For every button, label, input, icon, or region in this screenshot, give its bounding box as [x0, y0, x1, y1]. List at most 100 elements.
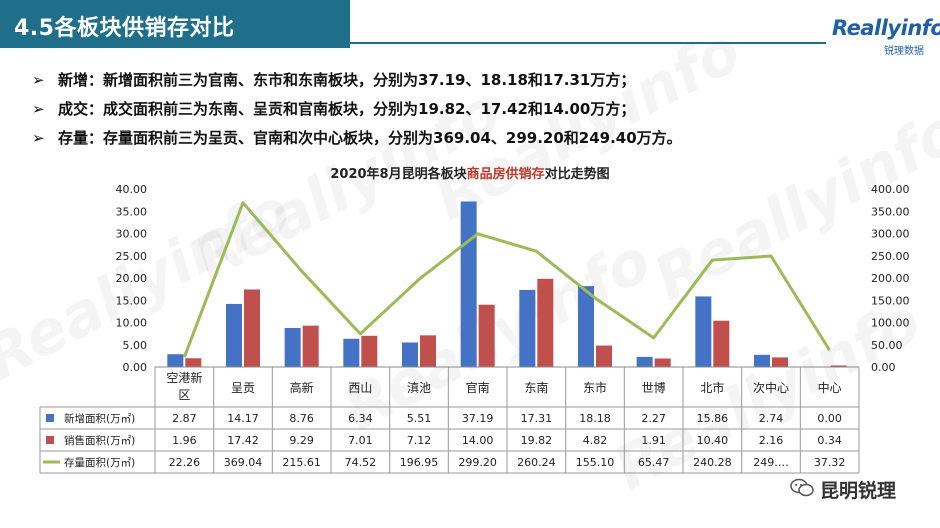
- legend-label: 新增面积(万㎡): [64, 412, 135, 425]
- logo-sub: 锐理数据: [884, 46, 924, 57]
- data-label: 2.16: [759, 434, 784, 447]
- x-tick-label: 呈贡: [231, 381, 255, 395]
- bar: [772, 357, 788, 367]
- y-right-tick-label: 100.00: [871, 317, 910, 330]
- chart-title-pre: 2020年8月昆明各板块: [330, 167, 467, 182]
- bar: [754, 354, 770, 367]
- bullet-stock: ➢ 存量：存量面积前三为呈贡、官南和次中心板块，分别为369.04、299.20和…: [32, 124, 912, 153]
- data-label: 5.51: [407, 412, 432, 425]
- stock-line: [182, 201, 831, 358]
- bar: [596, 345, 612, 367]
- y-left-tick-label: 0.00: [123, 361, 148, 374]
- data-label: 18.18: [579, 412, 611, 425]
- data-label: 15.86: [697, 412, 729, 425]
- header-divider: [0, 42, 826, 44]
- data-label: 6.34: [348, 412, 373, 425]
- data-label: 2.27: [641, 412, 666, 425]
- bar: [361, 335, 378, 367]
- y-right-tick-label: 50.00: [871, 339, 903, 352]
- data-label: 37.32: [814, 456, 846, 469]
- data-label: 8.76: [289, 412, 314, 425]
- x-tick-label: 世博: [642, 380, 666, 395]
- bar: [578, 286, 594, 367]
- data-label: 1.96: [172, 434, 197, 447]
- bullet-text: 存量：存量面积前三为呈贡、官南和次中心板块，分别为369.04、299.20和2…: [58, 129, 682, 147]
- y-right-tick-label: 300.00: [871, 228, 910, 241]
- legend-swatch: [46, 436, 54, 444]
- x-tick-label: 东市: [583, 380, 607, 395]
- wechat-icon: [790, 478, 814, 497]
- legend-swatch: [46, 414, 54, 422]
- bar: [302, 325, 319, 367]
- logo-name: Reallyinfo: [832, 16, 940, 40]
- data-label: 65.47: [638, 456, 670, 469]
- bar: [420, 335, 436, 367]
- data-label: 2.74: [759, 412, 784, 425]
- y-left-tick-label: 35.00: [116, 205, 148, 218]
- y-left-tick-label: 10.00: [116, 317, 148, 330]
- page-title: 4.5各板块供销存对比: [14, 16, 235, 41]
- arrow-icon: ➢: [32, 71, 45, 89]
- data-label: 19.82: [521, 434, 553, 447]
- data-label: 0.00: [817, 412, 842, 425]
- x-tick-label: 区: [178, 388, 190, 402]
- y-left-tick-label: 30.00: [116, 228, 148, 241]
- x-tick-label: 滇池: [407, 381, 431, 395]
- data-label: 14.17: [227, 412, 259, 425]
- bar: [830, 365, 847, 367]
- y-left-tick-label: 15.00: [116, 294, 148, 307]
- chart-title-post: 对比走势图: [544, 167, 610, 182]
- x-tick-label: 官南: [466, 380, 490, 395]
- bullet-text: 成交：成交面积前三为东南、呈贡和官南板块，分别为19.82、17.42和14.0…: [58, 100, 636, 118]
- data-label: 196.95: [400, 456, 439, 469]
- bar: [654, 358, 671, 367]
- data-label: 22.26: [169, 456, 201, 469]
- bar: [284, 328, 301, 367]
- data-label: 14.00: [462, 434, 494, 447]
- y-right-tick-label: 150.00: [871, 294, 910, 307]
- bar: [343, 338, 360, 367]
- data-label: 299.20: [458, 456, 497, 469]
- bar: [695, 296, 712, 367]
- y-right-tick-label: 0.00: [871, 361, 896, 374]
- bar: [226, 303, 242, 367]
- bar: [185, 358, 202, 367]
- x-tick-label: 中心: [818, 380, 842, 395]
- wechat-badge: 昆明锐理: [790, 476, 930, 502]
- x-tick-label: 北市: [700, 380, 724, 395]
- bullet-list: ➢ 新增：新增面积前三为官南、东市和东南板块，分别为37.19、18.18和17.…: [32, 66, 912, 153]
- legend-label: 存量面积(万㎡): [64, 456, 135, 469]
- data-label: 2.87: [172, 412, 197, 425]
- data-label: 4.82: [583, 434, 608, 447]
- bullet-text: 新增：新增面积前三为官南、东市和东南板块，分别为37.19、18.18和17.3…: [58, 71, 636, 89]
- arrow-icon: ➢: [32, 129, 45, 147]
- bar: [478, 304, 495, 367]
- data-label: 74.52: [345, 456, 377, 469]
- data-label: 215.61: [282, 456, 321, 469]
- x-tick-label: 东南: [524, 380, 548, 395]
- data-label: 9.29: [289, 434, 314, 447]
- data-label: 155.10: [576, 456, 615, 469]
- bar: [402, 342, 418, 367]
- bar: [519, 289, 536, 367]
- data-label: 1.91: [641, 434, 666, 447]
- x-tick-label: 高新: [290, 380, 314, 395]
- data-label: 260.24: [517, 456, 556, 469]
- bar: [167, 354, 184, 367]
- header-bar: 4.5各板块供销存对比: [0, 0, 350, 48]
- data-label: 37.19: [462, 412, 494, 425]
- wechat-label: 昆明锐理: [820, 480, 897, 502]
- chart-title-highlight: 商品房供销存: [466, 167, 545, 182]
- y-right-tick-label: 400.00: [871, 183, 910, 196]
- y-right-tick-label: 250.00: [871, 250, 910, 263]
- bar: [636, 356, 653, 367]
- bar: [537, 278, 554, 367]
- y-left-tick-label: 25.00: [116, 250, 148, 263]
- data-label: 17.42: [227, 434, 259, 447]
- bar: [713, 320, 730, 367]
- data-label: 17.31: [521, 412, 553, 425]
- chart-title: 2020年8月昆明各板块商品房供销存对比走势图: [0, 163, 940, 182]
- y-right-tick-label: 350.00: [871, 205, 910, 218]
- data-label: 249.…: [753, 456, 789, 469]
